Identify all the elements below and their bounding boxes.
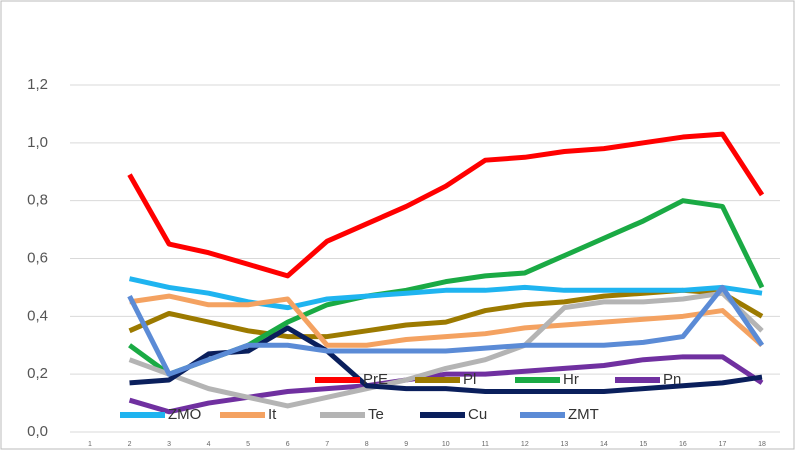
series-line — [129, 293, 764, 348]
y-tick-label: 0,8 — [27, 192, 48, 209]
y-tick-label: 1,0 — [27, 134, 48, 151]
y-tick-label: 0,0 — [27, 423, 48, 440]
y-tick-label: 0,6 — [27, 249, 48, 266]
x-tick-label: 17 — [719, 441, 727, 448]
x-tick-label: 8 — [365, 441, 369, 448]
x-tick-label: 1 — [88, 441, 92, 448]
x-tick-label: 13 — [560, 441, 568, 448]
legend-label: Pn — [663, 371, 681, 388]
x-tick-label: 4 — [207, 441, 211, 448]
x-tick-label: 16 — [679, 441, 687, 448]
x-tick-label: 14 — [600, 441, 608, 448]
x-tick-label: 3 — [167, 441, 171, 448]
x-tick-label: 9 — [404, 441, 408, 448]
x-tick-label: 2 — [128, 441, 132, 448]
series-line — [128, 276, 763, 311]
x-tick-label: 18 — [758, 441, 766, 448]
series-line — [128, 354, 764, 415]
series-line — [127, 284, 765, 377]
legend-label: PrE — [363, 371, 388, 388]
y-tick-label: 0,2 — [27, 365, 48, 382]
x-tick-label: 15 — [640, 441, 648, 448]
legend-label: Cu — [468, 406, 487, 423]
legend-label: ZMO — [168, 406, 201, 423]
legend-label: It — [268, 406, 277, 423]
x-tick-label: 7 — [325, 441, 329, 448]
y-tick-label: 0,4 — [27, 307, 48, 324]
x-tick-label: 11 — [482, 441, 489, 448]
x-tick-label: 6 — [286, 441, 290, 448]
y-tick-label: 1,2 — [27, 76, 48, 93]
series-line — [127, 131, 765, 279]
legend-label: Pl — [463, 371, 476, 388]
series-line — [128, 290, 764, 409]
legend-label: Hr — [563, 371, 579, 388]
legend-label: ZMT — [568, 406, 599, 423]
x-tick-label: 5 — [246, 441, 250, 448]
x-tick-label: 12 — [521, 441, 529, 448]
legend-label: Te — [368, 406, 384, 423]
x-tick-label: 10 — [442, 441, 450, 448]
